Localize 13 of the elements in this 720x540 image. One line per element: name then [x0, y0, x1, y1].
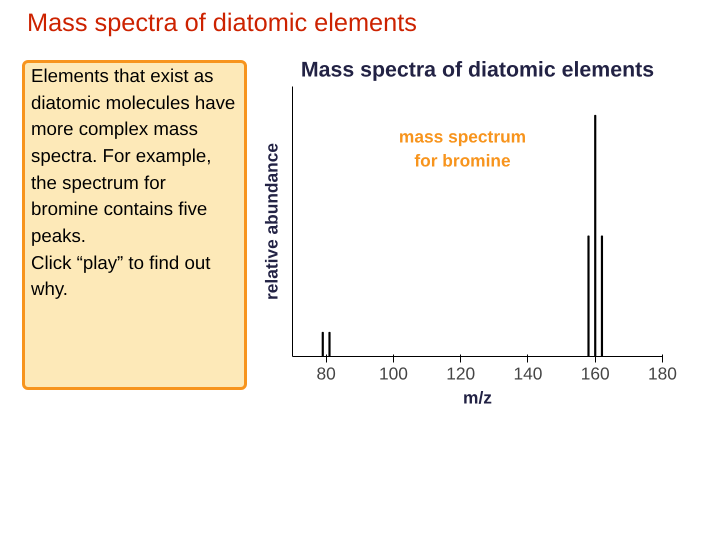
y-axis-title: relative abundance [262, 142, 282, 300]
chart-title: Mass spectra of diatomic elements [300, 58, 654, 82]
x-tick-label: 160 [580, 364, 610, 384]
text: Click “play” to find out why. [31, 250, 212, 302]
x-tick-label: 140 [514, 364, 542, 384]
annotation: mass spectrum for bromine [398, 126, 526, 170]
x-tick-label: 180 [648, 364, 677, 384]
x-axis-title: m/z [463, 388, 492, 408]
x-tick-label: 120 [446, 364, 476, 384]
x-tick-label: 100 [378, 364, 408, 384]
text: Mass spectra of diatomic elements [27, 8, 417, 39]
text: Elements that exist as diatomic molecules have more complex mass spectra. For example, the spectrum for bromine contains five peaks. [31, 64, 236, 248]
x-tick-label: 80 [316, 364, 336, 384]
